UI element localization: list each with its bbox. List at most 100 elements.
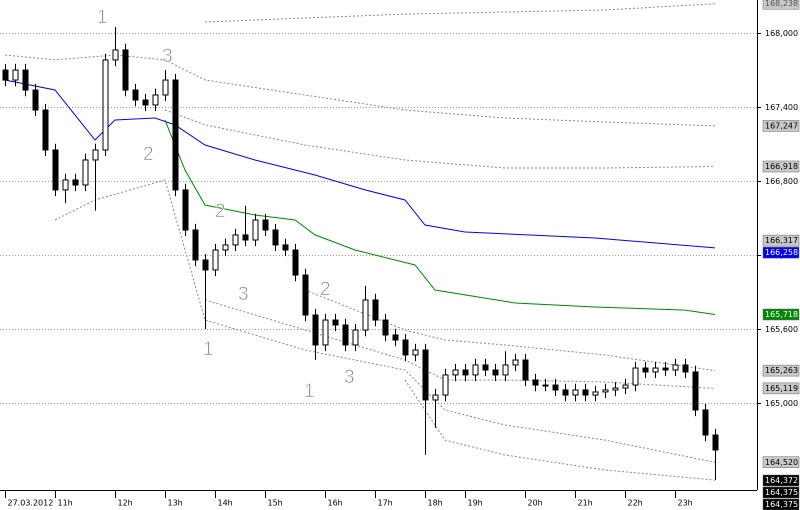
- candle-body: [162, 79, 169, 96]
- wave-label: 1: [304, 381, 315, 402]
- price-label: 164,520: [765, 458, 798, 467]
- price-label: 165,119: [765, 384, 798, 393]
- x-tick-label: 22h: [628, 499, 643, 508]
- price-label-box: [762, 0, 800, 10]
- x-tick-label: 27.03.2012: [8, 499, 54, 508]
- price-label-box: [762, 474, 800, 487]
- candle-body: [422, 349, 429, 401]
- candle-body: [22, 69, 29, 91]
- candle-body: [42, 109, 49, 151]
- candle-body: [322, 319, 329, 346]
- candle-body: [492, 369, 499, 376]
- candle-body: [52, 149, 59, 191]
- candle-body: [532, 379, 539, 386]
- candle-body: [592, 391, 599, 396]
- candle-body: [552, 384, 559, 391]
- candle-body: [92, 149, 99, 161]
- candle-body: [612, 387, 619, 391]
- candle-body: [272, 229, 279, 246]
- candle-body: [252, 219, 259, 241]
- envelope-line: [404, 379, 716, 481]
- price-label: 167,247: [765, 121, 798, 130]
- candle-body: [282, 244, 289, 251]
- candle-body: [472, 364, 479, 376]
- price-label: 164,375: [765, 488, 798, 497]
- x-tick-label: 20h: [528, 499, 543, 508]
- candle-body: [312, 314, 319, 346]
- envelope-line: [304, 289, 716, 372]
- candle-body: [292, 249, 299, 276]
- price-label: 166,317: [765, 236, 798, 245]
- y-tick-label: 167,400: [765, 103, 798, 112]
- candle-body: [392, 334, 399, 341]
- candle-body: [332, 319, 339, 326]
- wave-label: 1: [97, 7, 108, 28]
- price-label: 166,918: [765, 162, 798, 171]
- x-tick-label: 11h: [58, 499, 73, 508]
- price-label: 164,372: [765, 476, 798, 485]
- candle-body: [32, 89, 39, 111]
- candle-body: [62, 179, 69, 191]
- candle-body: [682, 364, 689, 373]
- candle-body: [402, 339, 409, 356]
- candle-body: [632, 367, 639, 386]
- candle-body: [142, 99, 149, 106]
- wave-label: 3: [162, 46, 173, 67]
- y-tick-label: 165,600: [765, 325, 798, 334]
- price-label-box: [762, 382, 800, 395]
- candle-body: [572, 389, 579, 396]
- moving-average-line: [4, 79, 716, 249]
- candle-body: [302, 274, 309, 316]
- candle-body: [382, 319, 389, 336]
- y-tick-label: 166,800: [765, 177, 798, 186]
- price-label-box: [762, 234, 800, 247]
- candle-body: [182, 189, 189, 231]
- candle-body: [152, 94, 159, 106]
- candle-body: [192, 229, 199, 261]
- candle-body: [172, 79, 179, 191]
- x-tick-label: 15h: [268, 499, 283, 508]
- candle-body: [132, 89, 139, 101]
- price-label: 165,263: [765, 366, 798, 375]
- candle-body: [542, 384, 549, 387]
- candle-body: [662, 367, 669, 371]
- moving-average-line: [164, 119, 716, 315]
- candle-body: [622, 384, 629, 389]
- candle-body: [342, 324, 349, 346]
- candle-body: [102, 59, 109, 151]
- candle-body: [452, 369, 459, 376]
- candle-body: [442, 374, 449, 396]
- candle-body: [372, 299, 379, 321]
- candle-body: [692, 371, 699, 411]
- envelope-line: [54, 179, 716, 463]
- x-tick-label: 23h: [678, 499, 693, 508]
- candle-body: [82, 159, 89, 186]
- candle-body: [522, 359, 529, 381]
- price-label-box: [762, 364, 800, 377]
- price-label: 165,718: [765, 310, 798, 319]
- price-label-box: [762, 308, 800, 321]
- candle-body: [262, 219, 269, 231]
- candle-body: [2, 69, 9, 81]
- candle-body: [582, 389, 589, 396]
- wave-label: 2: [143, 144, 154, 165]
- candle-body: [562, 389, 569, 396]
- candle-body: [712, 434, 719, 451]
- candle-body: [212, 249, 219, 271]
- candle-body: [672, 364, 679, 371]
- envelope-line: [164, 109, 716, 169]
- price-label-box: [762, 160, 800, 173]
- price-label-box: [762, 246, 800, 259]
- y-tick-label: 168,000: [765, 29, 798, 38]
- candle-body: [112, 49, 119, 61]
- candle-body: [482, 364, 489, 371]
- x-tick-label: 18h: [428, 499, 443, 508]
- x-tick-label: 13h: [168, 499, 183, 508]
- price-label: 164,375: [765, 500, 798, 509]
- price-label-box: [762, 486, 800, 499]
- price-label: 168,238: [765, 0, 798, 8]
- x-tick-label: 12h: [118, 499, 133, 508]
- price-label-box: [762, 120, 800, 132]
